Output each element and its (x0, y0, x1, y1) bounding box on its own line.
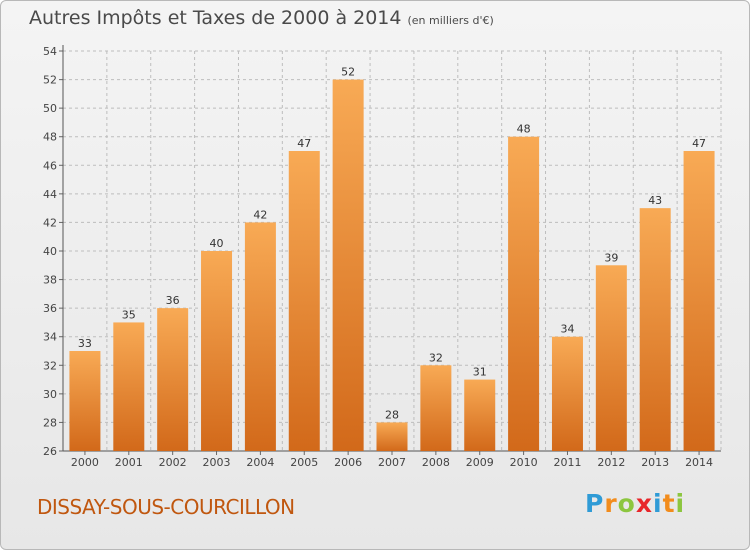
data-label-2008: 32 (429, 351, 443, 364)
data-label-2000: 33 (78, 337, 92, 350)
chart-title: Autres Impôts et Taxes de 2000 à 2014 (en… (29, 7, 494, 29)
x-tick-label-2003: 2003 (203, 456, 231, 469)
y-tick-label: 48 (43, 131, 57, 144)
x-tick-label-2007: 2007 (378, 456, 406, 469)
y-tick-label: 50 (43, 102, 57, 115)
y-tick-label: 44 (43, 188, 57, 201)
y-tick-label: 46 (43, 159, 57, 172)
data-label-2002: 36 (166, 294, 180, 307)
bar-2007 (376, 422, 408, 451)
data-label-2006: 52 (341, 66, 355, 79)
bar-2013 (639, 208, 671, 451)
bar-2002 (157, 308, 189, 451)
logo-letter: o (617, 489, 636, 518)
x-tick-label-2011: 2011 (553, 456, 581, 469)
bar-2011 (551, 336, 583, 451)
bar-2004 (244, 222, 276, 451)
x-tick-label-2013: 2013 (641, 456, 669, 469)
bar-2010 (508, 136, 540, 451)
bars (69, 79, 715, 452)
chart-title-unit: (en milliers d'€) (407, 14, 494, 27)
bar-2008 (420, 365, 452, 451)
x-tick-label-2000: 2000 (71, 456, 99, 469)
bar-2000 (69, 351, 101, 451)
logo-letter: t (662, 489, 676, 518)
y-tick-label: 40 (43, 245, 57, 258)
data-label-2011: 34 (560, 323, 574, 336)
y-tick-label: 42 (43, 216, 57, 229)
data-label-2012: 39 (604, 251, 618, 264)
y-tick-label: 54 (43, 45, 57, 58)
proxiti-logo: Proxiti (585, 489, 685, 518)
x-tick-label-2012: 2012 (597, 456, 625, 469)
bar-2012 (595, 265, 627, 451)
x-tick-label-2006: 2006 (334, 456, 362, 469)
x-tick-label-2005: 2005 (290, 456, 318, 469)
bar-2003 (201, 251, 233, 451)
x-tick-label-2002: 2002 (159, 456, 187, 469)
data-label-2007: 28 (385, 408, 399, 421)
data-label-2005: 47 (297, 137, 311, 150)
bar-2001 (113, 322, 145, 451)
bar-2005 (288, 151, 320, 451)
bar-2006 (332, 79, 364, 452)
data-label-2001: 35 (122, 308, 136, 321)
y-tick-label: 34 (43, 331, 57, 344)
x-tick-label-2001: 2001 (115, 456, 143, 469)
logo-letter: x (635, 489, 653, 518)
labels: 26 28 30 32 34 36 38 40 42 44 46 48 50 52 54 33 2000 35 20… (43, 45, 713, 469)
y-tick-label: 52 (43, 74, 57, 87)
y-tick-label: 26 (43, 445, 57, 458)
x-tick-label-2004: 2004 (246, 456, 274, 469)
bar-2009 (464, 379, 496, 451)
y-tick-label: 30 (43, 388, 57, 401)
data-label-2010: 48 (517, 123, 531, 136)
data-label-2013: 43 (648, 194, 662, 207)
logo-letter: r (604, 489, 618, 518)
data-label-2003: 40 (210, 237, 224, 250)
y-tick-label: 28 (43, 416, 57, 429)
x-tick-label-2010: 2010 (510, 456, 538, 469)
bar-2014 (683, 151, 715, 451)
x-tick-label-2008: 2008 (422, 456, 450, 469)
x-tick-label-2014: 2014 (685, 456, 713, 469)
logo-letter: i (653, 489, 663, 518)
commune-name: DISSAY-SOUS-COURCILLON (37, 495, 295, 519)
y-tick-label: 38 (43, 274, 57, 287)
y-tick-label: 32 (43, 359, 57, 372)
x-tick-label-2009: 2009 (466, 456, 494, 469)
chart-title-main: Autres Impôts et Taxes de 2000 à 2014 (29, 7, 402, 29)
logo-letter: P (585, 489, 605, 518)
y-tick-label: 36 (43, 302, 57, 315)
data-label-2014: 47 (692, 137, 706, 150)
logo-letter: i (675, 489, 686, 518)
data-label-2009: 31 (473, 366, 487, 379)
data-label-2004: 42 (253, 208, 267, 221)
